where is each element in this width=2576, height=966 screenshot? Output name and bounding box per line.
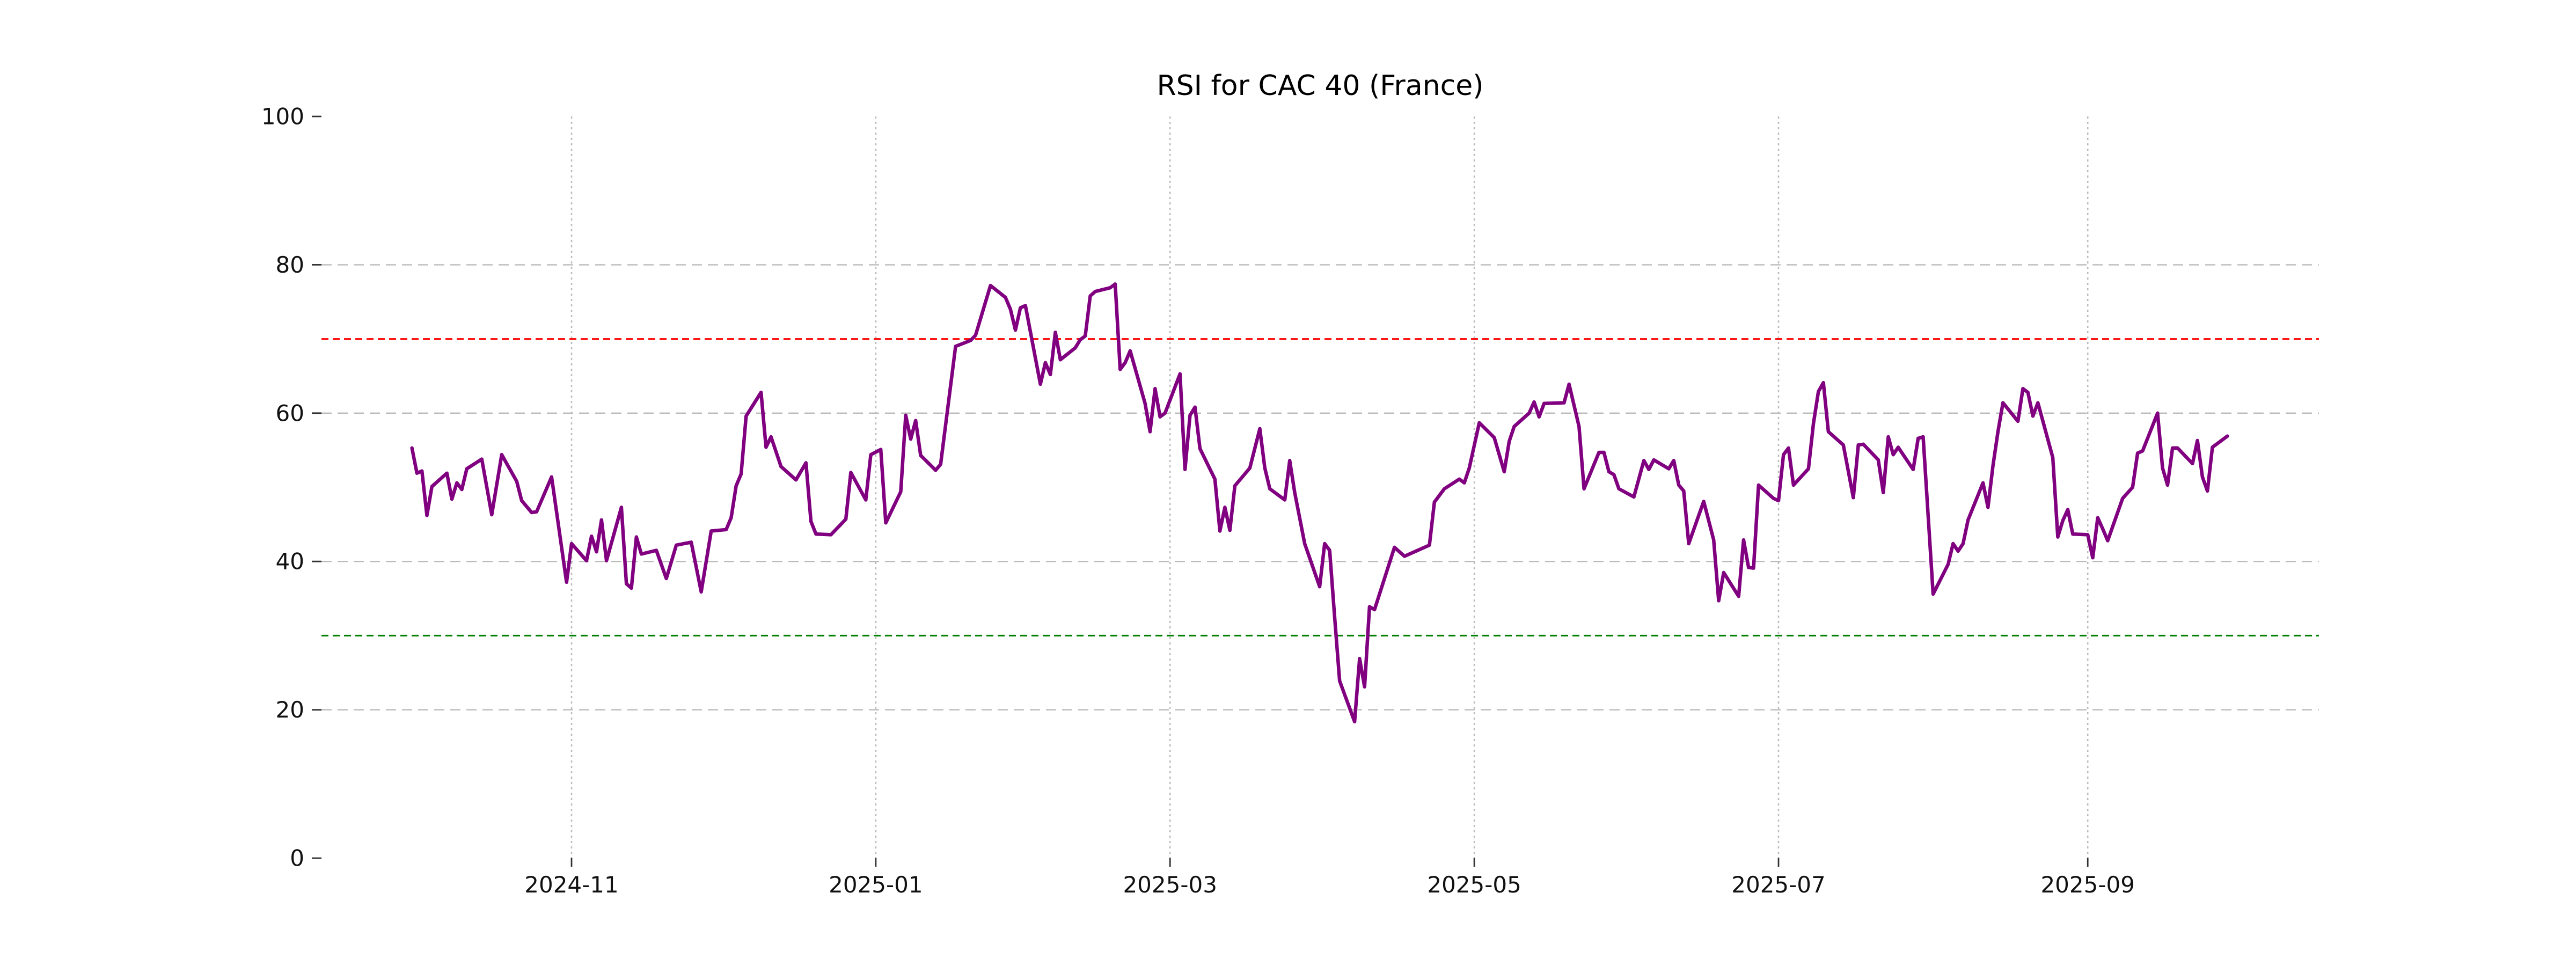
y-tick-label-60: 60 bbox=[276, 400, 304, 426]
y-tick-label-40: 40 bbox=[276, 548, 304, 575]
y-tick-label-80: 80 bbox=[276, 252, 304, 278]
x-tick-label-2025-09: 2025-09 bbox=[2040, 872, 2135, 898]
y-tick-label-0: 0 bbox=[290, 845, 304, 872]
chart-title: RSI for CAC 40 (France) bbox=[1157, 70, 1484, 102]
rsi-line bbox=[410, 282, 2229, 723]
y-tick-label-20: 20 bbox=[276, 697, 304, 723]
y-tick-label-100: 100 bbox=[261, 104, 304, 130]
x-tick-label-2025-07: 2025-07 bbox=[1731, 872, 1826, 898]
x-tick-label-2025-01: 2025-01 bbox=[829, 872, 923, 898]
x-tick-label-2025-03: 2025-03 bbox=[1123, 872, 1217, 898]
x-tick-label-2025-05: 2025-05 bbox=[1427, 872, 1521, 898]
x-tick-label-2024-11: 2024-11 bbox=[524, 872, 619, 898]
